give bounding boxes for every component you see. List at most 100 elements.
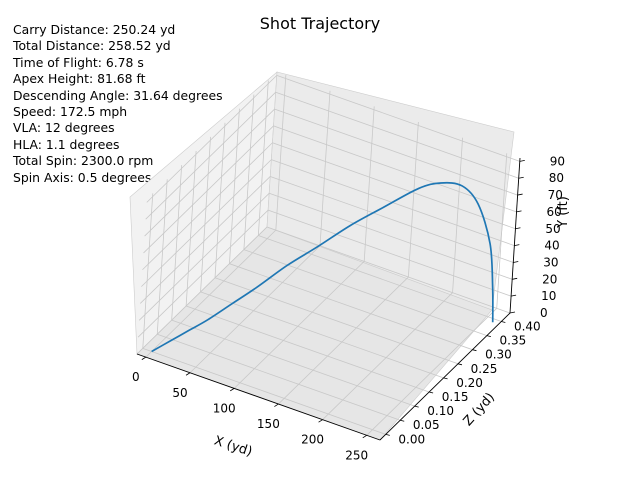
x-gridline [233,261,365,389]
x-gridline [366,308,498,436]
y-gridline [141,159,272,287]
z-gridline [185,150,197,307]
stat-line: HLA: 1.1 degrees [13,136,120,152]
y-gridline [276,74,520,162]
z-gridline [243,249,488,336]
tick-labels: 0501001502002500.000.050.100.150.200.250… [132,154,565,462]
x-tick-label: 200 [301,433,324,447]
z-gridline [257,80,269,236]
z-gridline [142,193,154,349]
stat-line: Spin Axis: 0.5 degrees [13,169,152,185]
stat-line: Apex Height: 81.68 ft [13,71,146,87]
y-tick [516,210,522,213]
stat-line: VLA: 12 degrees [13,120,115,136]
z-gridline [157,333,401,421]
x-gridline [275,75,287,231]
x-axis-line [136,353,381,441]
y-gridline [145,91,276,220]
z-tick-label: 0.40 [514,319,541,333]
z-tick [501,321,506,323]
z-tick-label: 0.00 [398,432,425,446]
z-tick [443,377,448,380]
y-tick-label: 10 [541,289,556,303]
y-tick [513,261,519,263]
y-tick [514,244,520,247]
y-gridline [266,226,511,314]
x-tick [185,372,191,376]
x-axis-label: X (yd) [212,433,254,459]
z-gridline [142,347,386,435]
z-tick-label: 0.35 [500,334,527,348]
y-gridline [144,108,275,237]
grid-lines [136,74,520,436]
y-gridline [270,176,514,263]
y-tick-label: 50 [545,222,560,236]
y-tick [511,294,517,297]
z-tick-label: 0.20 [456,376,483,390]
z-tick [486,335,491,337]
stat-line: Total Spin: 2300.0 rpm [13,153,154,169]
y-tick [517,193,523,196]
stat-line: Time of Flight: 6.78 s [13,54,144,70]
y-gridline [269,192,513,280]
x-gridline [407,122,419,278]
y-tick-label: 0 [540,306,548,320]
z-axis-line [379,312,511,441]
shot-stats-panel: Carry Distance: 250.24 yd Total Distance:… [13,22,223,186]
z-tick-label: 0.15 [442,390,469,404]
y-gridline [136,226,268,355]
y-tick [509,311,516,314]
y-gridline [143,125,274,254]
y-axis-line [509,157,521,314]
y-axis-label: Y (ft) [556,196,571,229]
y-tick [512,277,518,280]
z-tick [472,349,477,352]
stat-line: Carry Distance: 250.24 yd [13,22,176,37]
x-tick [141,356,147,360]
x-gridline [363,106,375,262]
y-tick [518,176,524,179]
z-gridline [171,165,183,321]
z-gridline [200,291,444,379]
z-tick-label: 0.25 [471,362,498,376]
stat-line: Total Distance: 258.52 yd [13,38,171,54]
z-gridline [156,179,168,335]
z-gridline [171,319,415,407]
z-gridline [185,305,430,393]
y-tick-label: 60 [547,205,562,219]
y-tick-label: 20 [542,272,557,286]
stat-line: Descending Angle: 31.64 degrees [13,87,223,103]
y-gridline [272,142,516,230]
y-tick [515,227,521,230]
x-gridline [496,153,508,309]
trajectory-line [151,181,494,353]
y-gridline [274,108,518,196]
y-gridline [275,91,519,179]
z-tick [414,405,419,408]
y-tick-label: 40 [544,239,559,253]
z-tick-label: 0.05 [413,418,440,432]
z-gridline [200,136,211,292]
y-tick-label: 30 [543,255,558,269]
y-gridline [138,193,270,321]
x-gridline [278,276,409,405]
y-gridline [267,209,512,297]
z-tick [457,363,463,366]
z-gridline [243,94,255,250]
x-tick-label: 150 [257,417,280,431]
x-gridline [452,137,463,293]
y-gridline [137,209,269,338]
z-gridline [229,108,240,264]
z-tick-label: 0.10 [427,404,454,418]
x-tick [362,434,367,439]
axes [136,157,525,441]
x-tick-label: 100 [213,401,236,415]
series [151,181,494,353]
x-gridline [322,292,453,420]
x-gridline [319,90,331,246]
chart-title: Shot Trajectory [260,14,380,33]
y-tick-label: 80 [549,171,564,185]
z-tick [400,419,405,422]
x-tick-label: 50 [172,386,187,400]
